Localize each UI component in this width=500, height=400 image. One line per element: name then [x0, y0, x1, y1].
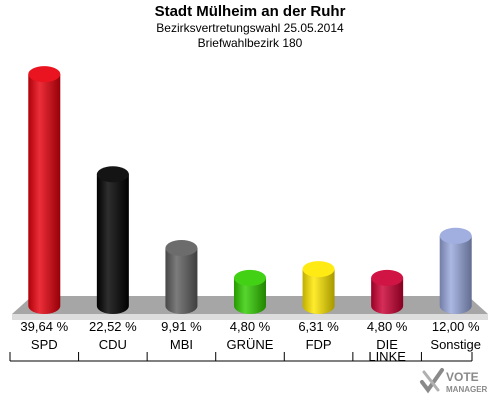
chart-header: Stadt Mülheim an der Ruhr Bezirksvertret…	[0, 3, 500, 51]
floor-front	[12, 314, 488, 320]
value-label: 4,80 %	[230, 319, 271, 334]
bar-spd	[28, 66, 61, 314]
bar-die-linke	[371, 269, 404, 314]
bar-body	[28, 74, 61, 314]
category-label: MBI	[170, 337, 193, 352]
chart-subtitle-district: Briefwahlbezirk 180	[197, 36, 303, 50]
bar-body	[96, 174, 129, 314]
logo-text-manager: MANAGER	[446, 385, 488, 394]
bar-cap	[439, 227, 472, 244]
chart-title: Stadt Mülheim an der Ruhr	[154, 3, 346, 20]
bar-body	[439, 235, 472, 314]
value-label: 9,91 %	[161, 319, 202, 334]
bar-cap	[96, 166, 129, 183]
value-labels: 39,64 % 22,52 % 9,91 % 4,80 % 6,31 % 4,80 % 12…	[20, 319, 480, 334]
logo-text-vote: VOTE	[446, 370, 479, 384]
bar-sonstige	[439, 227, 472, 314]
value-label: 22,52 %	[89, 319, 137, 334]
bar-body	[302, 269, 335, 314]
category-label: GRÜNE	[227, 337, 274, 352]
category-axis: SPD CDU MBI GRÜNE FDP DIE LINKE Sonstige	[9, 337, 481, 364]
value-label: 4,80 %	[367, 319, 408, 334]
checkmark-cross-icon	[420, 368, 444, 394]
value-label: 6,31 %	[298, 319, 339, 334]
bar-cap	[28, 66, 61, 83]
bar-mbi	[165, 240, 198, 314]
bar-cap	[371, 269, 404, 286]
value-label: 39,64 %	[20, 319, 68, 334]
category-label: Sonstige	[430, 337, 481, 352]
category-label: DIE LINKE	[368, 337, 406, 364]
category-label: CDU	[99, 337, 127, 352]
bar-grüne	[234, 269, 266, 314]
bar-series	[28, 66, 472, 314]
chart-subtitle-election: Bezirksvertretungswahl 25.05.2014	[156, 21, 344, 35]
bar-fdp	[302, 261, 335, 314]
bar-body	[234, 277, 266, 314]
bar-cap	[234, 269, 266, 286]
category-label: FDP	[306, 337, 332, 352]
bar-cdu	[96, 166, 129, 314]
bar-body	[165, 248, 198, 314]
bar-cap	[165, 240, 198, 257]
bar-body	[371, 277, 404, 314]
bar-cap	[302, 261, 335, 278]
vote-manager-logo: VOTE MANAGER	[416, 366, 496, 396]
category-label: SPD	[31, 337, 58, 352]
value-label: 12,00 %	[432, 319, 480, 334]
